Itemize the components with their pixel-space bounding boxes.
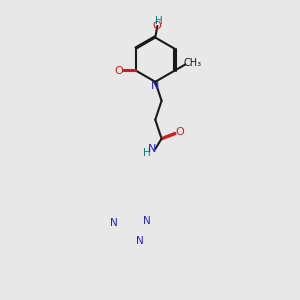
Text: H: H	[143, 148, 151, 158]
Text: N: N	[143, 217, 151, 226]
Text: O: O	[115, 66, 123, 76]
Text: H: H	[155, 16, 163, 26]
Text: N: N	[151, 81, 159, 91]
Text: CH₃: CH₃	[183, 58, 201, 68]
Text: N: N	[136, 236, 144, 246]
Text: N: N	[110, 218, 118, 227]
Text: O: O	[152, 20, 161, 31]
Text: N: N	[148, 144, 156, 154]
Text: O: O	[176, 128, 184, 137]
